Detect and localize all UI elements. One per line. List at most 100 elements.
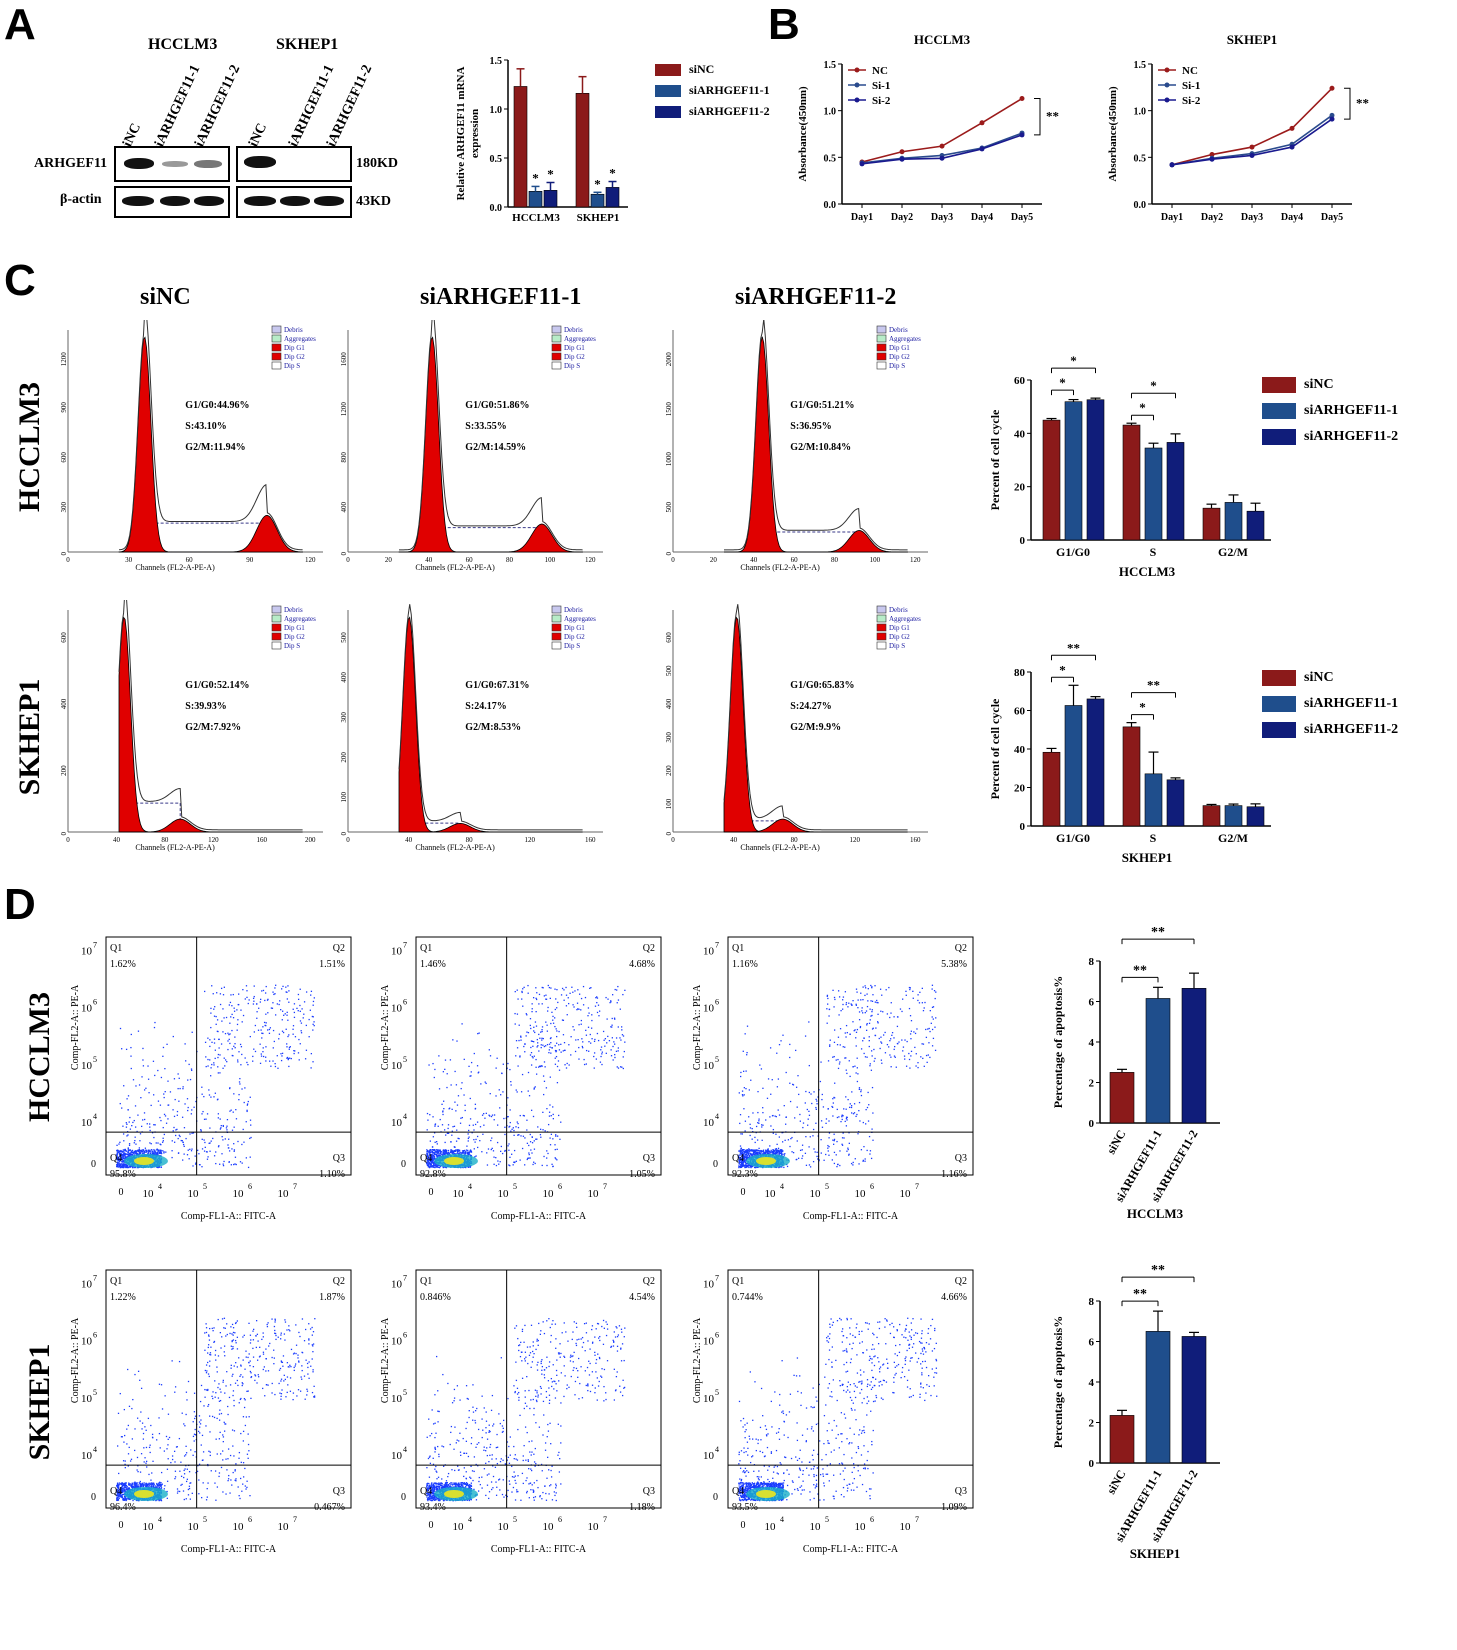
y-tick-label: 0.0 [490,203,503,214]
hist-legend-label: Dip G2 [889,353,910,361]
scatter-dot [231,1048,233,1050]
scatter-dot [233,1126,235,1128]
scatter-frame [105,1269,352,1509]
scatter-dot [549,1144,552,1146]
scatter-dot [746,1151,748,1154]
scatter-dot [125,1153,127,1155]
hist-outline [723,320,908,551]
scatter-dot [160,1151,162,1154]
legend-label: Si-2 [1182,95,1201,107]
scatter-dot [780,1153,783,1155]
scatter-dot [203,1150,206,1152]
legend-marker [854,67,860,73]
scatter-dot [136,1417,139,1419]
scatter-dot [587,1015,589,1017]
scatter-dot [129,1116,131,1119]
scatter-dot [310,990,313,992]
hist-legend-swatch [271,343,282,352]
scatter-dot [117,1151,120,1153]
scatter-dot [738,1092,740,1094]
scatter-dot [913,1031,915,1033]
scatter-dot [460,1087,462,1090]
scatter-dot [917,999,919,1002]
scatter-dot [860,1149,863,1151]
scatter-dot [831,1105,833,1108]
scatter-dot [465,1149,468,1151]
scatter-dot [743,1158,745,1160]
quad-label-q1: Q1 [732,943,744,954]
scatter-dot [529,1054,532,1056]
scatter-dot [147,1078,150,1080]
scatter-dot [744,1120,747,1122]
legend-item: siARHGEF11-1 [655,83,770,98]
scatter-dot [740,1152,743,1155]
sig-label: * [547,167,554,182]
scatter-dot [493,1114,496,1116]
scatter-dot [774,1148,777,1150]
scatter-dot [837,1067,840,1070]
scatter-dot [286,1046,288,1048]
scatter-dot [189,1148,191,1150]
scatter-dot [758,1150,760,1152]
scatter-dot [448,1108,450,1110]
scatter-dot [222,1124,224,1127]
scatter-dot [265,1046,267,1048]
scatter-dot [910,1038,912,1040]
scatter-dot [933,990,936,992]
scatter-dot [764,1152,767,1155]
scatter-dot [538,1003,540,1005]
scatter-dot [599,1061,602,1063]
scatter-dot [594,1005,597,1007]
scatter-dot [602,1030,605,1033]
scatter-dot [609,1001,611,1004]
scatter-dot [242,1483,244,1485]
scatter-dot [543,1045,546,1048]
scatter-dot [227,1032,229,1034]
scatter-dot [128,1144,131,1146]
scatter-dot [447,1149,450,1152]
scatter-dot [845,1117,848,1120]
y-tick-exp: 6 [93,998,97,1007]
y-tick-label: 20 [1014,482,1026,494]
scatter-dot [776,1052,778,1054]
scatter-dot [781,1141,784,1143]
scatter-dot [837,1058,839,1061]
scatter-dot [826,995,828,997]
scatter-dot [245,985,248,987]
scatter-dot [564,1049,566,1052]
scatter-dot [590,1042,592,1044]
scatter-dot [766,1150,768,1152]
scatter-dot [773,1151,775,1153]
y-tick-label: 1.0 [824,107,837,118]
scatter-dot [853,1030,855,1032]
scatter-dot [549,1037,552,1040]
scatter-dot [539,1128,542,1130]
scatter-dot [799,1120,801,1122]
scatter-dot [833,1055,835,1058]
scatter-dot [741,1094,744,1096]
scatter-dot [476,1065,479,1067]
scatter-dot [533,1088,535,1090]
scatter-dot [223,986,225,988]
scatter-dot [444,1151,447,1153]
scatter-dot [514,1023,516,1025]
scatter-dot [745,1088,747,1090]
scatter-dot [456,1129,458,1131]
scatter-dot [463,1152,465,1154]
scatter-dot [149,1123,151,1125]
scatter-dot [479,1126,482,1128]
scatter-dot [430,1157,432,1160]
hist-legend-label: Debris [889,606,908,614]
hist-x-tick: 100 [870,556,881,564]
scatter-dot [215,1151,217,1153]
scatter-dot [868,1036,870,1038]
scatter-dot [770,1093,772,1095]
hist-legend-swatch [271,334,282,343]
x-tick-label: 10 [588,1188,600,1200]
scatter-dot [182,1141,184,1144]
scatter-dot [507,1097,509,1099]
scatter-dot [751,1155,753,1157]
scatter-dot [442,1166,444,1169]
sig-label: * [1059,375,1066,390]
